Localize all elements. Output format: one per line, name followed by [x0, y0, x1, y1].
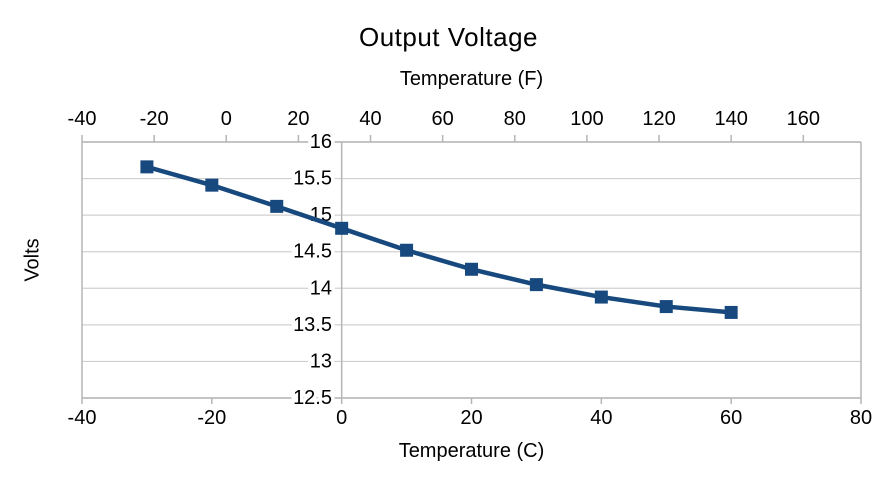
data-point-marker	[140, 160, 154, 174]
chart-title: Output Voltage	[358, 22, 539, 52]
bottom-axis-tick-label: 40	[590, 407, 612, 429]
top-axis-tick-label: -40	[68, 108, 97, 130]
top-axis-tick-label: 120	[642, 108, 675, 130]
y-axis-tick-label: 14	[310, 277, 332, 299]
bottom-axis-tick-label: -20	[197, 407, 226, 429]
top-axis-tick-label: 40	[359, 108, 381, 130]
data-point-marker	[724, 305, 738, 319]
y-axis-tick-label: 13	[310, 350, 332, 372]
data-point-marker	[529, 278, 543, 292]
top-axis-tick-label: 20	[287, 108, 309, 130]
top-axis-tick-label: 0	[221, 108, 232, 130]
data-point-marker	[205, 178, 219, 192]
data-point-marker	[594, 290, 608, 304]
data-point-marker	[270, 199, 284, 213]
data-point-marker	[335, 221, 349, 235]
top-axis-tick-label: 60	[432, 108, 454, 130]
top-axis-tick-label: 140	[714, 108, 747, 130]
top-axis-title: Temperature (F)	[399, 68, 544, 90]
y-axis-title: Volts	[21, 238, 44, 282]
y-axis-tick-label: 15.5	[293, 168, 332, 190]
bottom-axis-tick-label: 80	[850, 407, 872, 429]
bottom-axis-tick-label: 20	[460, 407, 482, 429]
bottom-axis-tick-label: 0	[336, 407, 347, 429]
bottom-axis-tick-label: 60	[720, 407, 742, 429]
data-point-marker	[400, 243, 414, 257]
y-axis-tick-label: 13.5	[293, 314, 332, 336]
y-axis-tick-label: 16	[310, 131, 332, 153]
data-point-marker	[659, 300, 673, 314]
bottom-axis-tick-label: -40	[68, 407, 97, 429]
bottom-axis-title: Temperature (C)	[398, 440, 545, 462]
top-axis-tick-label: 160	[787, 108, 820, 130]
y-axis-tick-label: 14.5	[293, 241, 332, 263]
top-axis-tick-label: 100	[570, 108, 603, 130]
top-axis-tick-label: -20	[140, 108, 169, 130]
data-point-marker	[465, 262, 478, 276]
y-axis-tick-label: 12.5	[293, 387, 332, 409]
series-line	[144, 164, 734, 315]
top-axis-tick-label: 80	[504, 108, 526, 130]
